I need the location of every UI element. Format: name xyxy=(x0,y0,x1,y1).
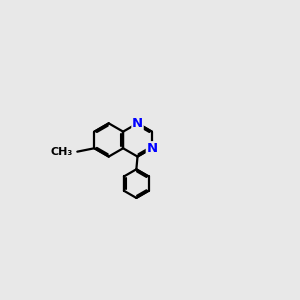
Text: CH₃: CH₃ xyxy=(51,147,73,157)
Text: N: N xyxy=(146,142,158,155)
Text: N: N xyxy=(132,117,143,130)
